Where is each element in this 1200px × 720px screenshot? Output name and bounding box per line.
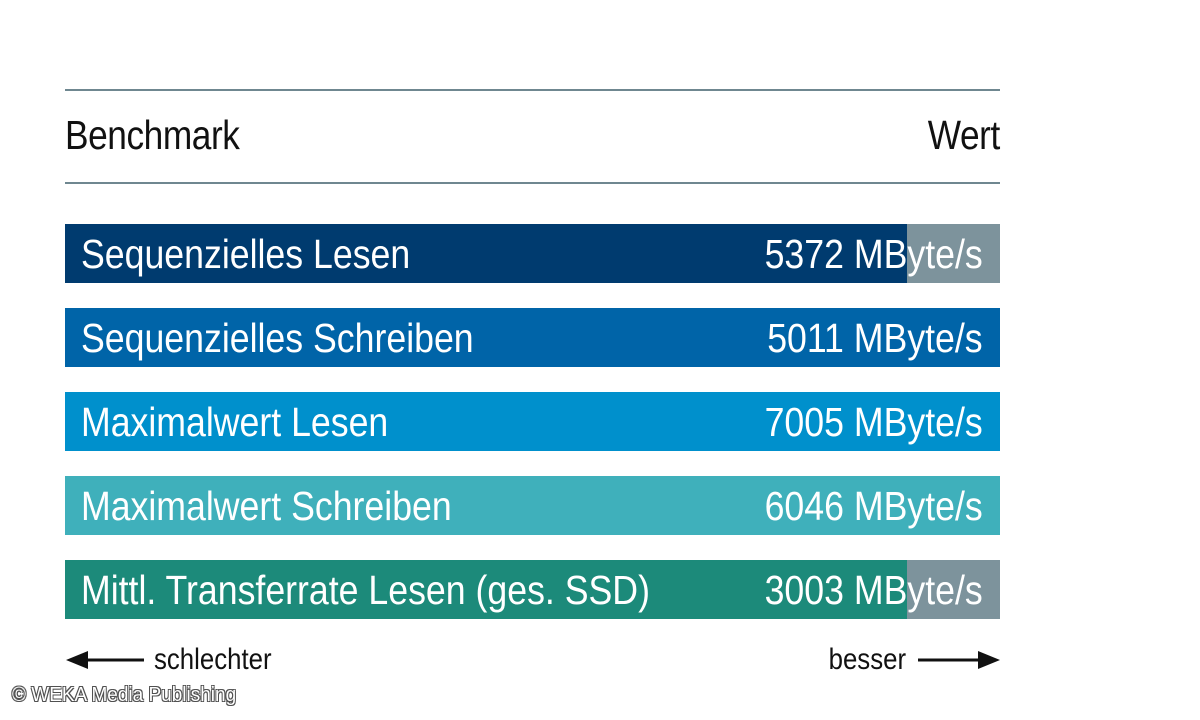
bar-value-label: 5011 MByte/s [767,315,983,361]
bar-label: Mittl. Transferrate Lesen (ges. SSD) [81,567,650,613]
bar-row: Sequenzielles Lesen 5372 MByte/s [65,224,1000,283]
worse-label: schlechter [154,643,272,676]
bar-row: Mittl. Transferrate Lesen (ges. SSD) 3003… [65,560,1000,619]
better-label: besser [828,643,906,676]
bar-row: Maximalwert Schreiben 6046 MByte/s [65,476,1000,535]
bar-fill [65,392,1000,451]
better-indicator: besser [816,640,1000,680]
bar-value-label: 6046 MByte/s [764,483,983,529]
bar-value-label: 7005 MByte/s [764,399,983,445]
bar-value-label: 3003 MByte/s [764,567,983,613]
arrow-right-icon [918,651,1000,669]
bar-row: Sequenzielles Schreiben 5011 MByte/s [65,308,1000,367]
bar-fill [65,560,907,619]
header-rule [65,182,1000,184]
bar-fill [65,476,1000,535]
benchmark-bars: Sequenzielles Lesen 5372 MByte/s Sequenzie… [65,224,1000,620]
bar-label: Sequenzielles Schreiben [81,315,474,361]
bar-label: Maximalwert Schreiben [81,483,452,529]
bar-fill [65,308,1000,367]
arrow-left-icon [66,651,144,669]
worse-indicator: schlechter [66,640,291,680]
copyright-notice: © WEKA Media Publishing [12,684,237,706]
top-rule [65,89,1000,91]
bar-value-label: 5372 MByte/s [764,231,983,277]
bar-label: Sequenzielles Lesen [81,231,411,277]
column-header-benchmark: Benchmark [65,112,240,158]
bar-fill [65,224,907,283]
bar-row: Maximalwert Lesen 7005 MByte/s [65,392,1000,451]
bar-label: Maximalwert Lesen [81,399,389,445]
column-header-value: Wert [927,112,1001,158]
